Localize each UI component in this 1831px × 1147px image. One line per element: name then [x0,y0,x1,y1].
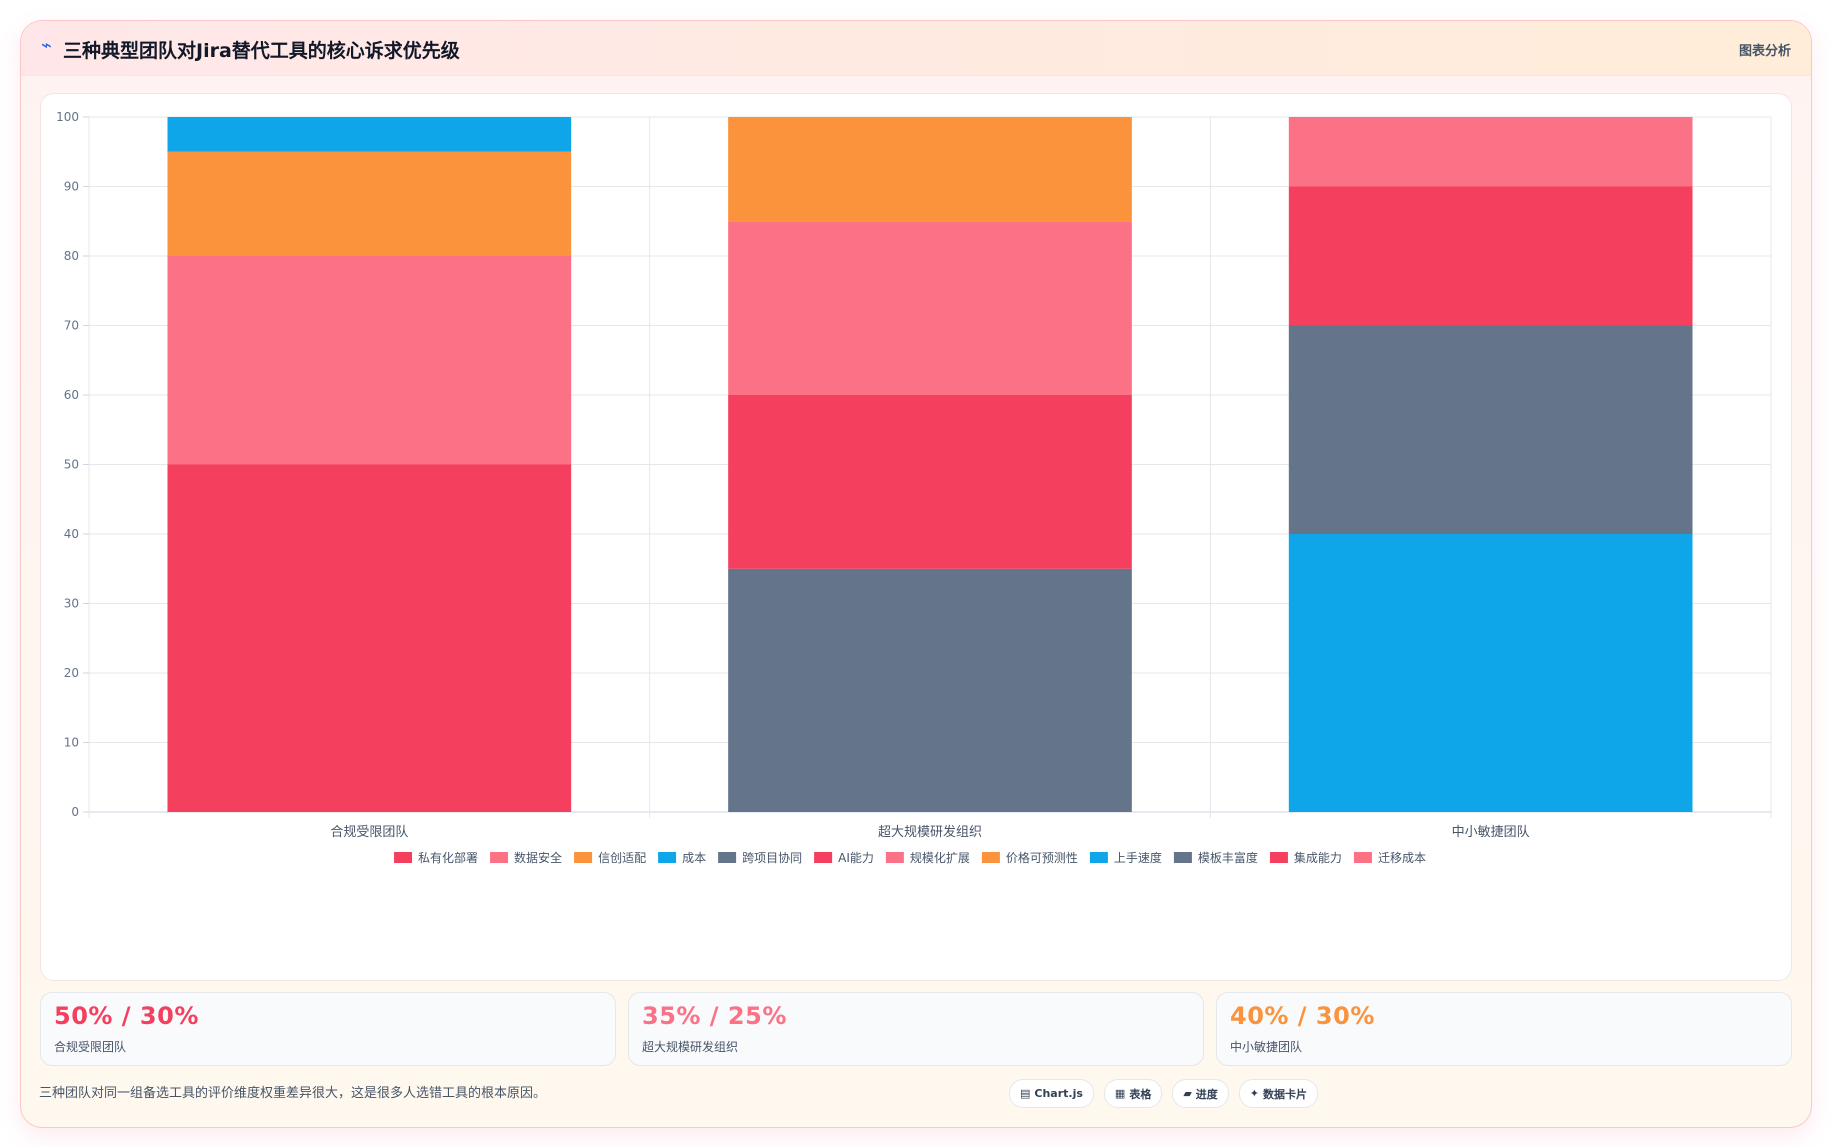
legend-swatch [1353,852,1372,863]
y-tick-label: 0 [71,805,79,819]
y-tick-label: 70 [64,319,79,333]
legend-swatch [981,852,1000,863]
x-tick-label: 合规受限团队 [330,825,408,840]
pill-progress[interactable]: ▰ 进度 [1172,1079,1229,1108]
y-tick-label: 100 [56,110,79,124]
pill-data-cards[interactable]: ✦ 数据卡片 [1238,1079,1319,1108]
legend-label: 迁移成本 [1378,851,1426,865]
stat-value: 40% / 30% [1230,1002,1375,1030]
bar-segment [728,221,1132,395]
stat-value: 35% / 25% [642,1002,787,1030]
stat-value: 50% / 30% [54,1002,199,1030]
bar-segment [1288,117,1693,187]
chart-card: ⌁ 三种典型团队对Jira替代工具的核心诉求优先级 图表分析 0 10 20 30 40… [20,20,1812,1128]
y-tick-label: 60 [64,388,79,402]
pill-label: Chart.js [1034,1087,1083,1100]
legend-swatch [1269,852,1288,863]
legend-label: 规模化扩展 [910,850,970,865]
y-tick-label: 10 [64,736,79,750]
chart-title: 三种典型团队对Jira替代工具的核心诉求优先级 [63,40,460,62]
pill-table[interactable]: ▦ 表格 [1103,1079,1163,1108]
stat-card-agile: 40% / 30% 中小敏捷团队 [1216,992,1792,1066]
legend-swatch [814,852,833,863]
bar-segment [167,117,572,152]
pill-label: 表格 [1129,1087,1152,1101]
legend-label: 上手速度 [1114,850,1162,865]
bar-segment [167,256,572,465]
chart-container: 0 10 20 30 40 50 60 70 80 90 100 合规受限团队 超大规模研发组织 中小敏捷… [40,93,1792,981]
legend-swatch [574,852,593,863]
legend-label: 价格可预测性 [1006,850,1078,865]
table-icon: ▦ [1114,1087,1126,1100]
progress-icon: ▰ [1183,1087,1192,1100]
stacked-bar-chart: 0 10 20 30 40 50 60 70 80 90 100 合规受限团队 超大规模研发组织 中小敏捷… [56,110,1772,865]
pill-chartjs[interactable]: ▤ Chart.js [1009,1079,1094,1108]
chart-line-icon: ⌁ [41,35,52,56]
legend-label: 私有化部署 [418,850,478,865]
legend-swatch [885,852,904,863]
legend-swatch [394,852,413,863]
bar-chart-icon: ▤ [1020,1087,1031,1100]
pill-label: 数据卡片 [1263,1087,1308,1101]
y-tick-label: 80 [64,249,79,263]
chart-footnote: 三种团队对同一组备选工具的评价维度权重差异很大，这是很多人选错工具的根本原因。 [39,1086,547,1101]
legend-swatch [1089,852,1108,863]
chart-analysis-button[interactable]: 图表分析 [1738,44,1791,59]
bar-segment [728,117,1132,222]
bar-segment [167,464,572,812]
bar-segment [728,395,1132,569]
legend-swatch [1173,852,1192,863]
legend-swatch [490,852,509,863]
legend-label: 跨项目协同 [742,850,802,865]
view-switcher: ▤ Chart.js ▦ 表格 ▰ 进度 ✦ 数据卡片 [1009,1079,1319,1108]
legend-label: 集成能力 [1294,850,1342,865]
stat-label: 中小敏捷团队 [1230,1040,1303,1054]
y-tick-label: 20 [64,666,79,680]
bar-segment [1288,534,1693,812]
stat-card-large-org: 35% / 25% 超大规模研发组织 [628,992,1204,1066]
legend-swatch [718,852,737,863]
legend-label: 信创适配 [598,851,646,865]
pill-label: 进度 [1195,1087,1218,1101]
bar-segment [1288,186,1693,326]
bar-segment [1288,325,1693,534]
x-tick-label: 中小敏捷团队 [1452,825,1530,840]
legend-label: AI能力 [838,851,874,865]
legend-label: 成本 [682,851,706,865]
y-tick-label: 30 [64,597,79,611]
x-tick-label: 超大规模研发组织 [878,824,982,840]
stat-label: 超大规模研发组织 [642,1040,739,1054]
legend-label: 数据安全 [514,850,562,865]
card-header: ⌁ 三种典型团队对Jira替代工具的核心诉求优先级 图表分析 [21,21,1811,76]
y-tick-label: 50 [64,458,79,472]
y-tick-label: 90 [64,180,79,194]
legend-swatch [658,852,677,863]
legend-label: 模板丰富度 [1198,850,1258,865]
bar-segment [167,151,572,256]
y-tick-label: 40 [64,527,79,541]
stat-card-compliance: 50% / 30% 合规受限团队 [40,992,616,1066]
stat-label: 合规受限团队 [54,1040,127,1054]
bar-segment [728,568,1132,812]
sparkle-icon: ✦ [1249,1087,1260,1100]
